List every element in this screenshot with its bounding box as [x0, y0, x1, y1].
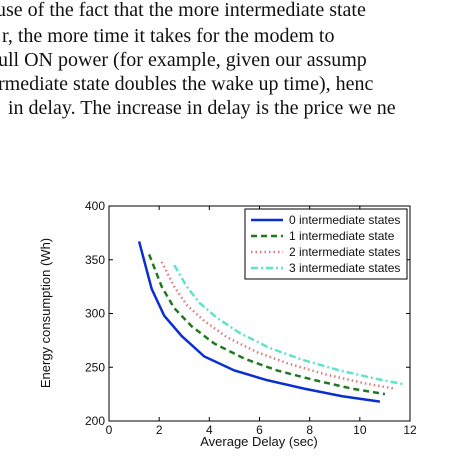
y-axis-label: Energy consumption (Wh)	[38, 238, 53, 388]
x-tick-label: 12	[403, 423, 417, 437]
x-tick-label: 10	[353, 423, 367, 437]
text-line: r, the more time it takes for the modem …	[2, 25, 335, 47]
text-line: in delay. The increase in delay is the p…	[8, 97, 396, 119]
legend-label: 2 intermediate states	[289, 245, 400, 259]
y-tick-label: 200	[85, 414, 105, 428]
series-line	[137, 241, 381, 403]
x-tick-label: 4	[206, 423, 213, 437]
x-tick-label: 6	[256, 423, 263, 437]
legend-label: 1 intermediate state	[289, 229, 395, 243]
y-tick-label: 250	[85, 360, 105, 374]
x-axis-label: Average Delay (sec)	[200, 434, 318, 449]
text-line: rmediate state doubles the wake up time)…	[0, 73, 374, 95]
series-line	[147, 253, 386, 396]
series-line	[173, 264, 406, 386]
y-tick-label: 400	[85, 199, 105, 213]
x-tick-label: 0	[106, 423, 113, 437]
legend-label: 3 intermediate states	[289, 261, 400, 275]
series-line	[160, 261, 396, 390]
y-tick-label: 350	[85, 253, 105, 267]
legend-label: 0 intermediate states	[289, 213, 400, 227]
x-tick-label: 2	[156, 423, 163, 437]
text-line: use of the fact that the more intermedia…	[0, 0, 366, 21]
x-tick-label: 8	[306, 423, 313, 437]
text-line: ull ON power (for example, given our ass…	[0, 49, 367, 71]
y-tick-label: 300	[85, 307, 105, 321]
